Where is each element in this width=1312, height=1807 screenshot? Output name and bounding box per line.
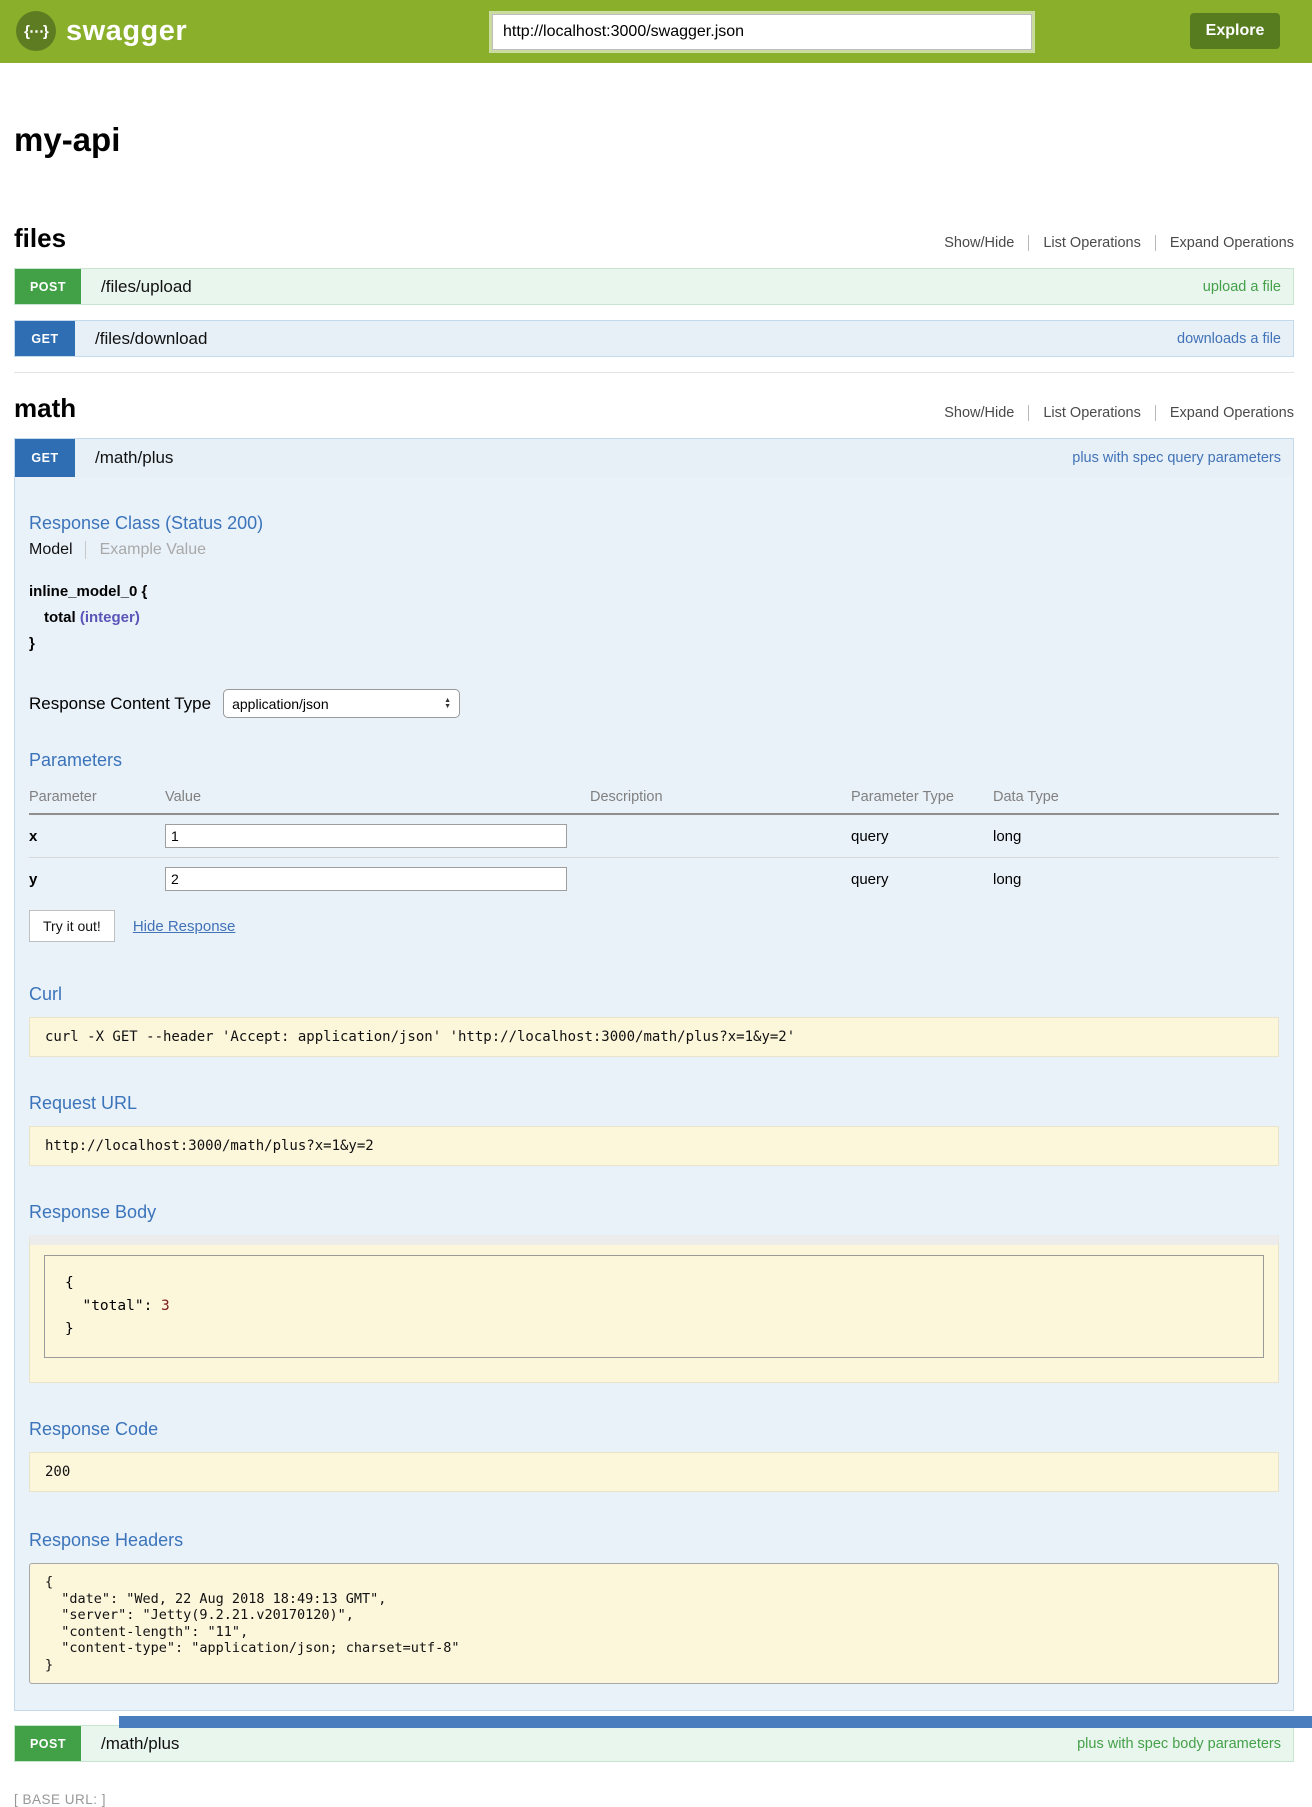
response-body-block: { "total": 3 } (29, 1235, 1279, 1383)
operation-row-get-files-download[interactable]: GET /files/download downloads a file (14, 320, 1294, 357)
json-close-brace: } (65, 1321, 74, 1337)
col-parameter: Parameter (29, 783, 165, 815)
try-it-out-button[interactable]: Try it out! (29, 910, 115, 942)
response-content-type-select[interactable]: application/json ▲ ▼ (223, 689, 461, 718)
response-code-block: 200 (29, 1452, 1279, 1492)
col-data-type: Data Type (993, 783, 1279, 815)
json-key: "total": (65, 1298, 162, 1314)
select-arrows-icon: ▲ ▼ (444, 696, 452, 710)
swagger-logo-text: swagger (66, 14, 188, 47)
swagger-logo: {⋯} swagger (16, 11, 187, 51)
parameter-row-x: x query long (29, 814, 1279, 858)
get-method-badge: GET (15, 321, 75, 356)
tab-example-value[interactable]: Example Value (84, 541, 206, 559)
parameter-description (590, 814, 851, 858)
response-content-type-value: application/json (232, 695, 329, 712)
parameter-description (590, 858, 851, 901)
operation-row-get-math-plus[interactable]: GET /math/plus plus with spec query para… (15, 439, 1293, 477)
explore-button[interactable]: Explore (1190, 13, 1280, 49)
parameter-data-type: long (993, 814, 1279, 858)
base-url-label: [ BASE URL: ] (14, 1792, 107, 1807)
files-expand-operations-link[interactable]: Expand Operations (1154, 235, 1294, 251)
parameter-row-y: y query long (29, 858, 1279, 901)
parameters-heading: Parameters (29, 750, 123, 770)
swagger-logo-icon: {⋯} (16, 11, 56, 51)
json-number-value: 3 (161, 1298, 170, 1314)
response-content-type-row: Response Content Type application/json ▲… (29, 689, 1279, 718)
response-body-json: { "total": 3 } (44, 1255, 1264, 1358)
parameter-type: query (851, 814, 993, 858)
col-description: Description (590, 783, 851, 815)
parameter-type: query (851, 870, 889, 888)
files-section-name[interactable]: files (14, 223, 67, 253)
parameter-x-input[interactable] (165, 824, 567, 848)
parameter-name: x (29, 814, 165, 858)
math-section-header: math Show/Hide List Operations Expand Op… (14, 372, 1294, 424)
operation-detail: Response Class (Status 200) Model Exampl… (15, 477, 1293, 1710)
post-method-badge: POST (15, 1726, 81, 1761)
operation-path: /files/upload (101, 276, 192, 296)
response-content-type-label: Response Content Type (29, 693, 212, 713)
operation-panel-get-math-plus: GET /math/plus plus with spec query para… (14, 438, 1294, 1711)
try-it-out-row: Try it out! Hide Response (29, 910, 1279, 942)
model-property-type: (integer) (79, 609, 140, 626)
spec-url-input[interactable] (489, 11, 1035, 53)
response-headers-heading: Response Headers (29, 1530, 184, 1550)
files-list-operations-link[interactable]: List Operations (1028, 235, 1141, 251)
model-property-line: total (integer) (29, 605, 1279, 631)
operation-summary-link[interactable]: downloads a file (1177, 330, 1281, 347)
app-header: {⋯} swagger Explore (0, 0, 1312, 63)
curl-heading: Curl (29, 984, 63, 1004)
request-url-heading: Request URL (29, 1093, 138, 1113)
operation-row-post-files-upload[interactable]: POST /files/upload upload a file (14, 268, 1294, 305)
response-code-heading: Response Code (29, 1419, 159, 1439)
model-property-name: total (44, 609, 76, 626)
parameter-name: y (29, 870, 38, 888)
parameter-data-type: long (993, 870, 1022, 888)
parameters-table: Parameter Value Description Parameter Ty… (29, 783, 1279, 900)
parameters-header-row: Parameter Value Description Parameter Ty… (29, 783, 1279, 815)
col-value: Value (165, 783, 590, 815)
post-method-badge: POST (15, 269, 81, 304)
operation-row-post-math-plus[interactable]: POST /math/plus plus with spec body para… (14, 1725, 1294, 1762)
request-url-block: http://localhost:3000/math/plus?x=1&y=2 (29, 1126, 1279, 1166)
parameter-y-input[interactable] (165, 867, 567, 891)
main-content: my-api files Show/Hide List Operations E… (14, 63, 1294, 1807)
files-show-hide-link[interactable]: Show/Hide (944, 235, 1015, 251)
hide-response-link[interactable]: Hide Response (132, 917, 236, 935)
response-class-heading: Response Class (Status 200) (29, 513, 264, 533)
curl-command-block: curl -X GET --header 'Accept: applicatio… (29, 1017, 1279, 1057)
operation-summary-link[interactable]: plus with spec query parameters (1072, 450, 1281, 466)
response-headers-block: { "date": "Wed, 22 Aug 2018 18:49:13 GMT… (29, 1563, 1279, 1684)
response-body-heading: Response Body (29, 1202, 157, 1222)
get-method-badge: GET (15, 439, 75, 477)
model-open-line: inline_model_0 { (29, 583, 148, 600)
math-section-name[interactable]: math (14, 393, 77, 423)
json-open-brace: { (65, 1275, 74, 1291)
operation-path: /math/plus (95, 448, 174, 467)
model-close-line: } (29, 635, 35, 652)
math-expand-operations-link[interactable]: Expand Operations (1154, 405, 1294, 421)
col-parameter-type: Parameter Type (851, 783, 993, 815)
model-tabs: Model Example Value (29, 541, 1279, 559)
tab-model[interactable]: Model (29, 541, 73, 558)
files-section-header: files Show/Hide List Operations Expand O… (14, 223, 1294, 254)
operation-path: /math/plus (101, 1733, 180, 1753)
footer-highlight-bar (119, 1716, 1312, 1728)
operation-path: /files/download (95, 328, 208, 348)
api-title: my-api (14, 121, 121, 158)
math-show-hide-link[interactable]: Show/Hide (944, 405, 1015, 421)
operation-summary-link[interactable]: plus with spec body parameters (1077, 1735, 1281, 1752)
model-signature: inline_model_0 { total (integer) } (29, 579, 1279, 657)
operation-summary-link[interactable]: upload a file (1202, 278, 1281, 295)
math-list-operations-link[interactable]: List Operations (1028, 405, 1141, 421)
